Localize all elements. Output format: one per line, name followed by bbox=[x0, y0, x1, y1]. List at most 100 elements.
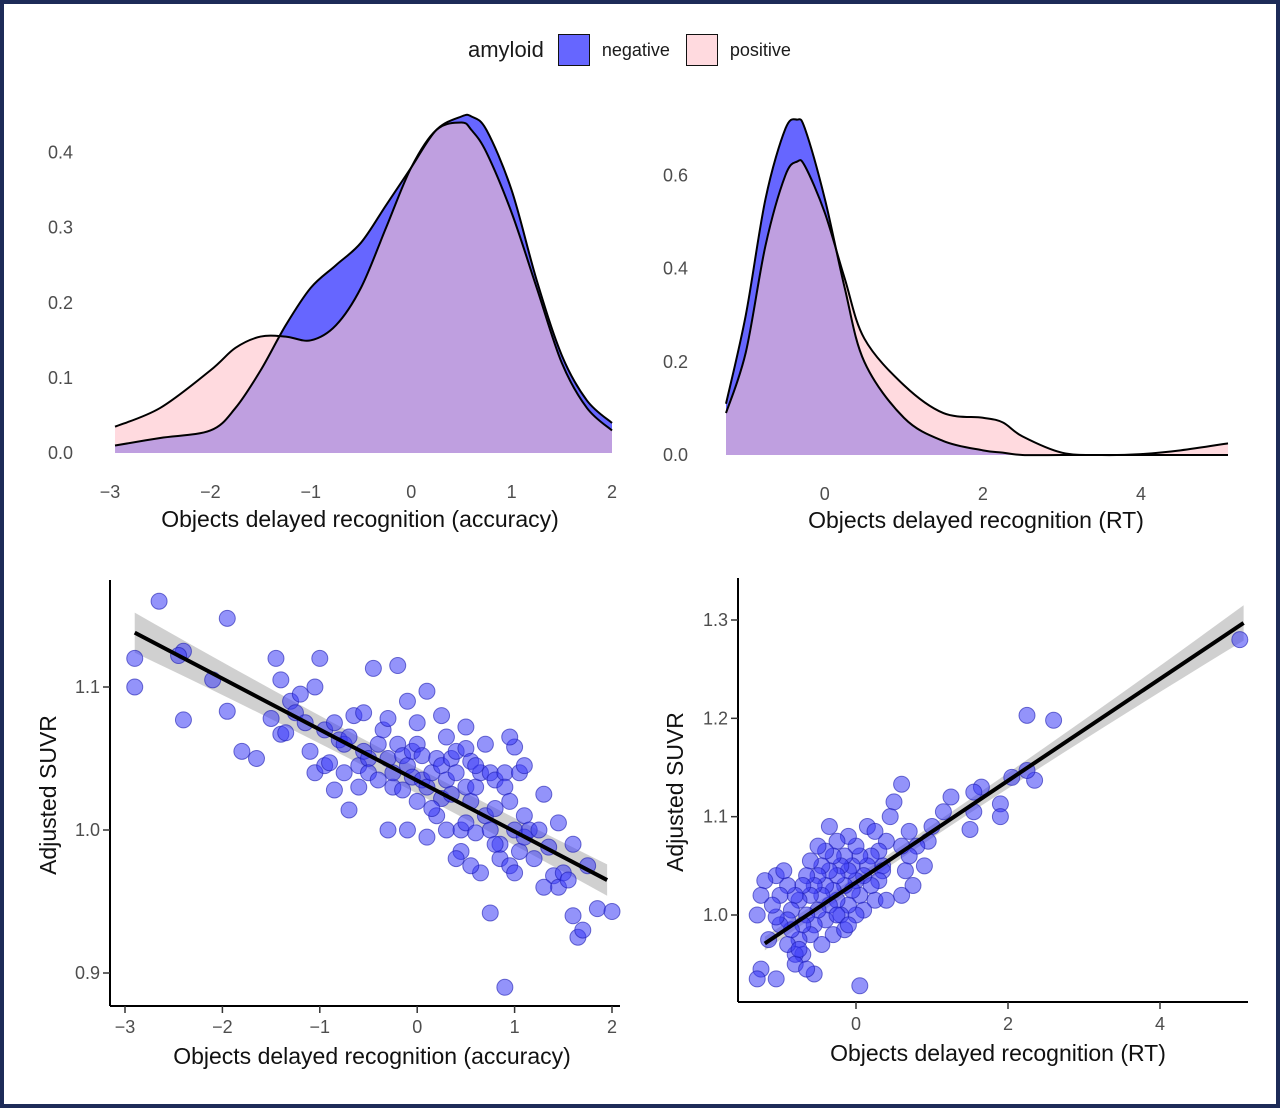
scatter-accuracy-panel: −3 −2 −1 0 1 2 0.9 1.0 1.1 Objects delayed recogn… bbox=[35, 580, 621, 1069]
data-point bbox=[510, 842, 528, 860]
density-areas-1 bbox=[725, 118, 1229, 457]
y-tick-label: 0.9 bbox=[75, 963, 100, 983]
data-point bbox=[423, 800, 441, 818]
data-point bbox=[486, 835, 504, 853]
data-point bbox=[418, 828, 436, 846]
data-point bbox=[603, 903, 621, 921]
y-tick-label: 0.4 bbox=[48, 143, 73, 163]
density-line-negative bbox=[114, 113, 613, 447]
data-point bbox=[355, 704, 373, 722]
x-axis-title: Objects delayed recognition (accuracy) bbox=[173, 1043, 571, 1069]
scatter-rt-panel: 0 2 4 1.0 1.1 1.2 1.3 Objects delayed recogniti… bbox=[662, 578, 1249, 1066]
data-point bbox=[350, 778, 368, 796]
data-point bbox=[877, 891, 895, 909]
data-point bbox=[467, 778, 485, 796]
data-point bbox=[961, 820, 979, 838]
data-point bbox=[486, 800, 504, 818]
x-tick-label: −2 bbox=[200, 482, 221, 502]
y-tick-label: 1.0 bbox=[703, 905, 728, 925]
data-point bbox=[447, 764, 465, 782]
data-point bbox=[457, 718, 475, 736]
data-point bbox=[462, 857, 480, 875]
data-point bbox=[775, 862, 793, 880]
y-tick-label: 1.2 bbox=[703, 708, 728, 728]
data-point bbox=[394, 781, 412, 799]
data-point bbox=[501, 728, 519, 746]
data-point bbox=[559, 871, 577, 889]
data-point bbox=[756, 872, 774, 890]
data-point bbox=[262, 709, 280, 727]
data-point bbox=[277, 724, 295, 742]
data-point bbox=[408, 714, 426, 732]
data-point bbox=[369, 771, 387, 789]
data-point bbox=[437, 728, 455, 746]
y-tick-label: 1.0 bbox=[75, 820, 100, 840]
x-tick-label: −1 bbox=[310, 1017, 331, 1037]
data-point bbox=[881, 808, 899, 826]
data-point bbox=[408, 792, 426, 810]
data-point bbox=[530, 821, 548, 839]
regression-line bbox=[133, 630, 609, 882]
y-axis-title: Adjusted SUVR bbox=[35, 715, 61, 875]
data-point bbox=[418, 682, 436, 700]
x-axis-title: Objects delayed recognition (RT) bbox=[830, 1040, 1166, 1066]
y-axis-title: Adjusted SUVR bbox=[662, 712, 688, 872]
x-tick-label: 1 bbox=[510, 1017, 520, 1037]
x-tick-label: 1 bbox=[507, 482, 517, 502]
data-point bbox=[267, 649, 285, 667]
data-point bbox=[942, 788, 960, 806]
density-area-overlap bbox=[726, 160, 1228, 456]
data-point bbox=[218, 609, 236, 627]
data-point bbox=[340, 801, 358, 819]
data-point bbox=[272, 671, 290, 689]
density-areas-0 bbox=[114, 113, 613, 453]
data-point bbox=[748, 906, 766, 924]
data-point bbox=[767, 970, 785, 988]
data-point bbox=[398, 821, 416, 839]
data-point bbox=[900, 822, 918, 840]
data-point bbox=[790, 940, 808, 958]
data-point bbox=[574, 921, 592, 939]
x-axis-title: Objects delayed recognition (RT) bbox=[808, 507, 1144, 533]
x-tick-label: 0 bbox=[412, 1017, 422, 1037]
data-point bbox=[904, 877, 922, 894]
x-tick-label: −3 bbox=[115, 1017, 136, 1037]
data-point bbox=[174, 711, 192, 729]
data-point bbox=[389, 657, 407, 675]
density-rt-panel: 0 2 4 0.0 0.2 0.4 0.6 Objects delayed recogniti… bbox=[663, 118, 1229, 533]
data-point bbox=[535, 878, 553, 896]
data-point bbox=[839, 916, 857, 934]
data-point bbox=[820, 818, 838, 835]
data-point bbox=[301, 742, 319, 760]
data-point bbox=[364, 659, 382, 677]
regression-line bbox=[763, 621, 1245, 946]
data-point bbox=[433, 707, 451, 725]
data-point bbox=[506, 864, 524, 882]
data-point bbox=[851, 977, 869, 995]
data-point bbox=[991, 808, 1009, 826]
density-line-positive bbox=[114, 121, 613, 432]
data-point bbox=[335, 764, 353, 782]
data-point bbox=[481, 904, 499, 922]
x-tick-label: 4 bbox=[1136, 484, 1146, 504]
y-tick-label: 0.2 bbox=[48, 293, 73, 313]
data-point bbox=[413, 747, 431, 765]
y-tick-label: 0.0 bbox=[663, 445, 688, 465]
overlap-group bbox=[726, 160, 1228, 456]
data-point bbox=[748, 970, 766, 988]
data-point bbox=[218, 702, 236, 720]
data-point bbox=[306, 678, 324, 696]
data-point bbox=[763, 896, 781, 914]
data-point bbox=[447, 850, 465, 868]
data-point bbox=[866, 822, 884, 840]
x-tick-label: −2 bbox=[212, 1017, 233, 1037]
x-tick-label: −3 bbox=[100, 482, 121, 502]
x-tick-label: 2 bbox=[607, 482, 617, 502]
data-point bbox=[247, 750, 265, 767]
data-point bbox=[321, 754, 339, 772]
y-tick-label: 0.3 bbox=[48, 218, 73, 238]
y-tick-label: 1.1 bbox=[75, 677, 100, 697]
data-point bbox=[934, 803, 952, 821]
data-point bbox=[126, 678, 144, 696]
data-point bbox=[915, 857, 933, 875]
